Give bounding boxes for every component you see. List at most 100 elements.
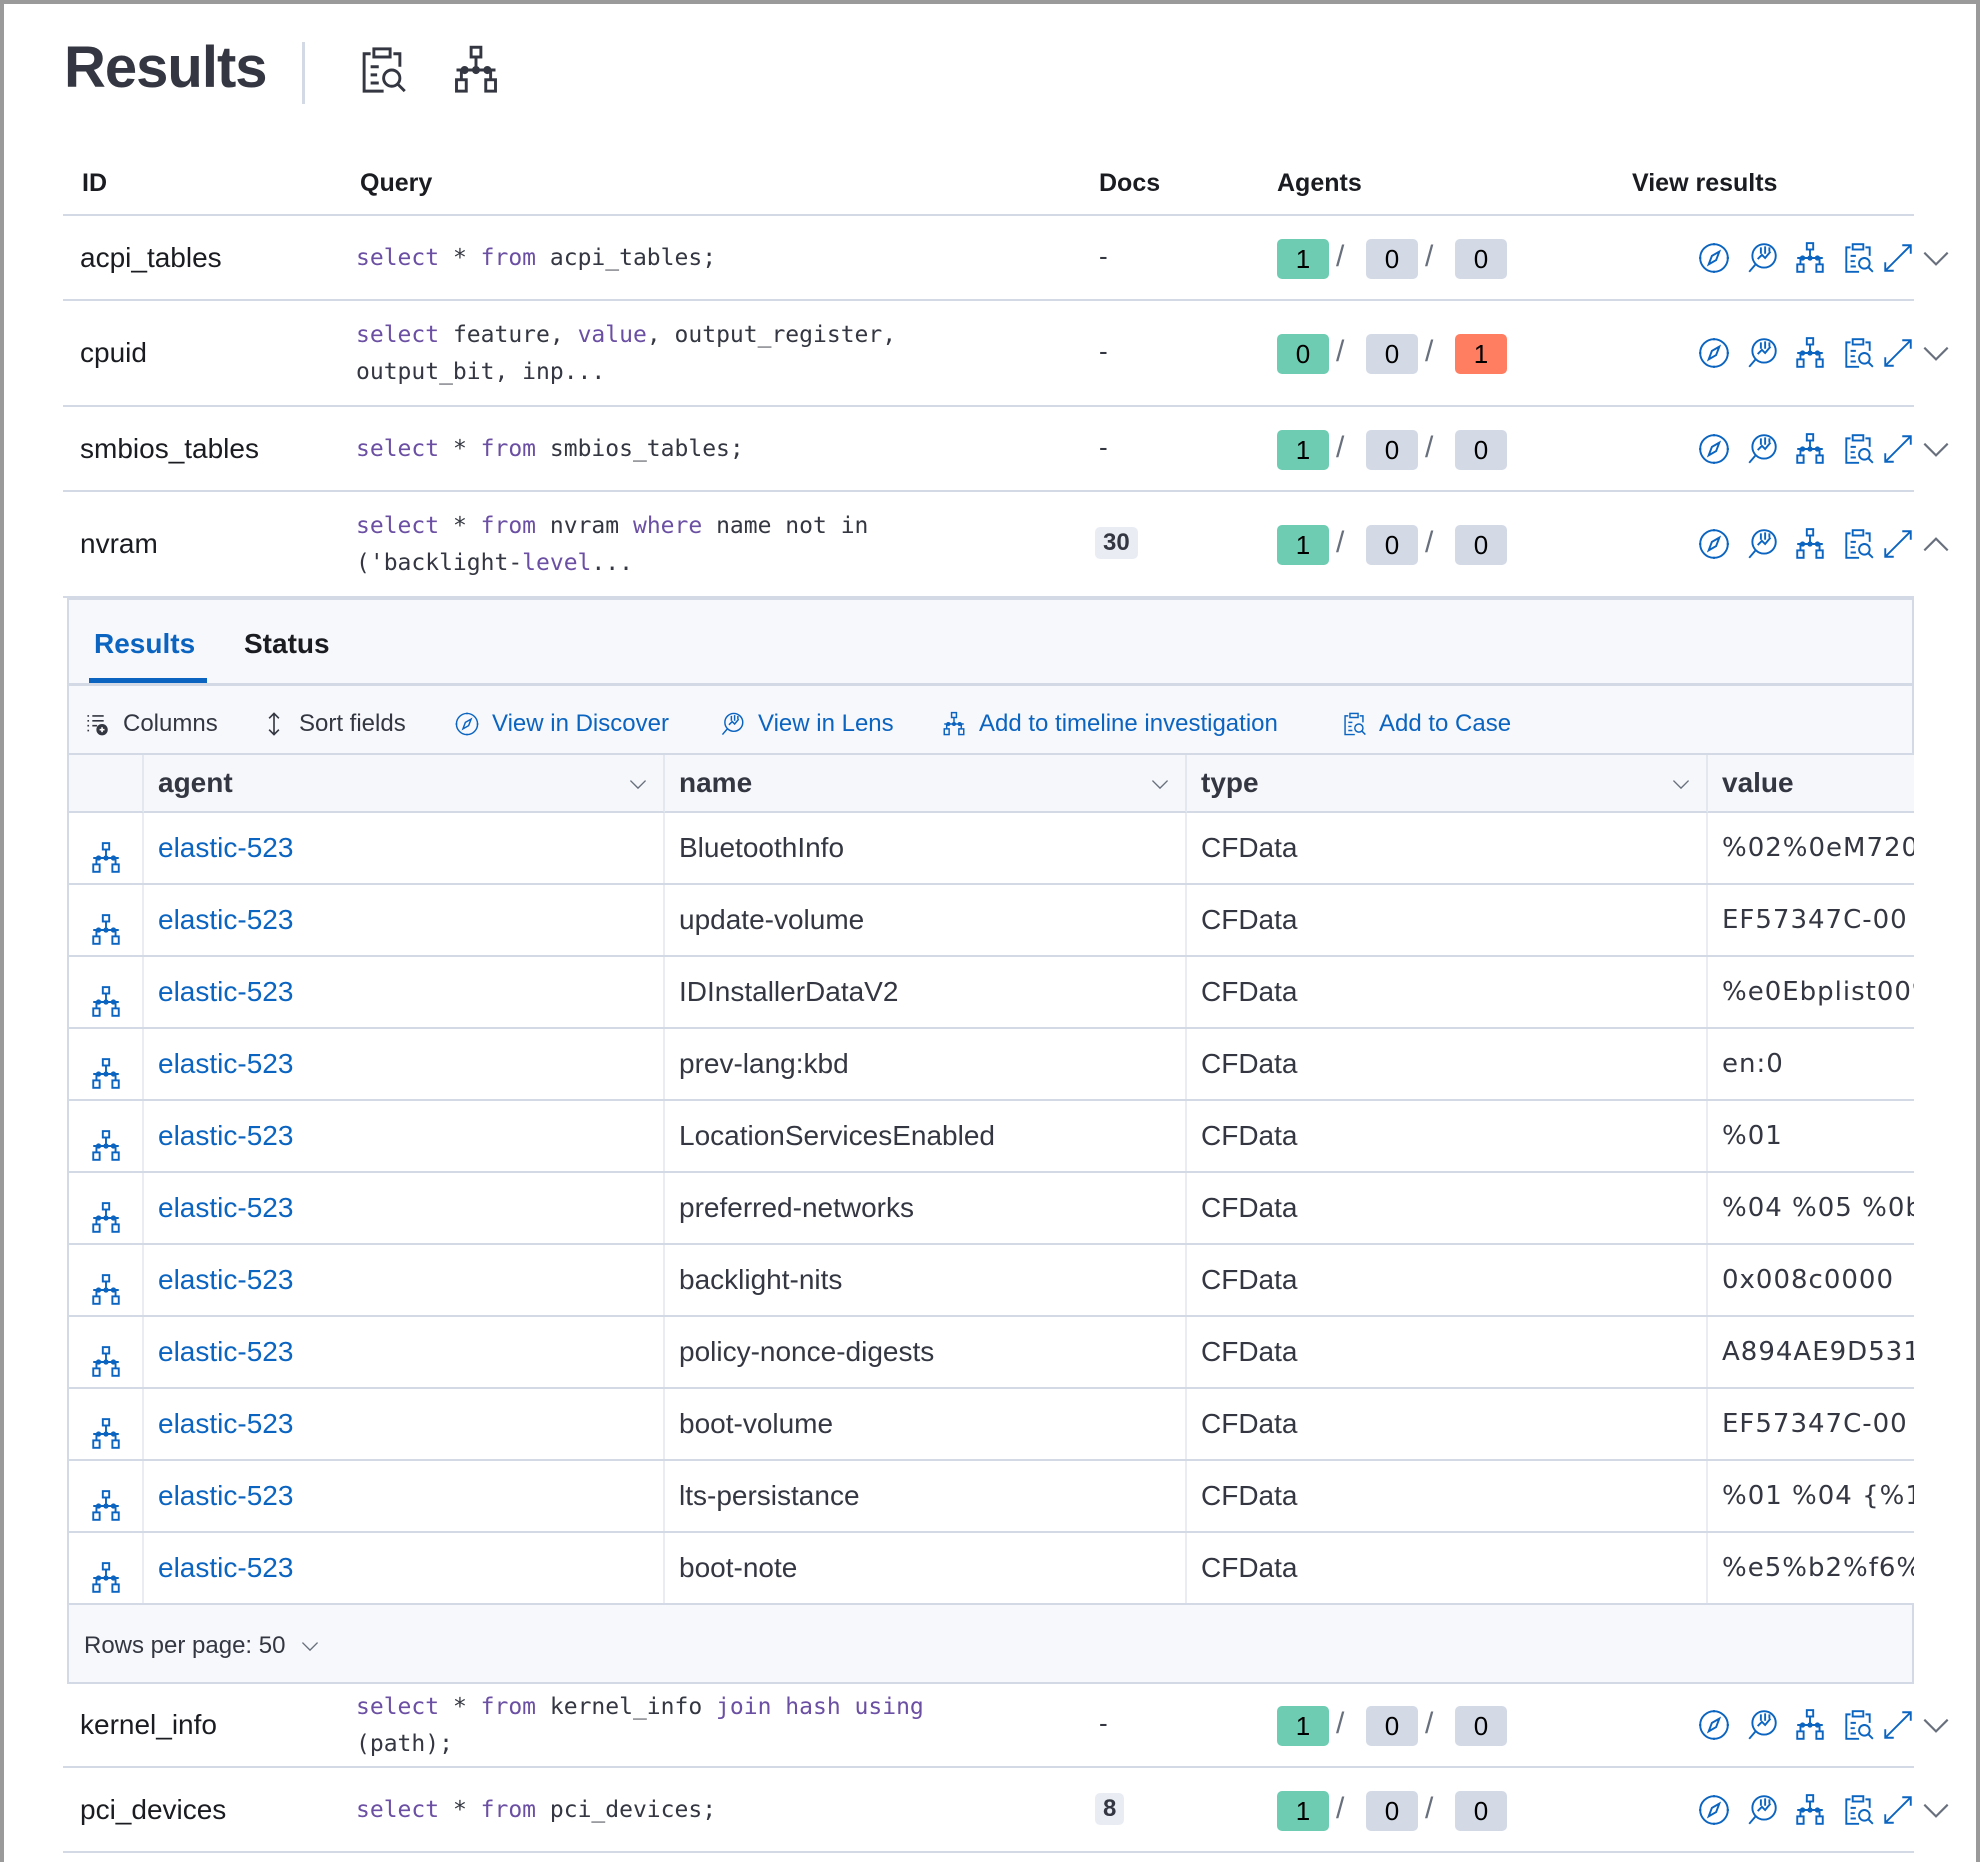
timeline-icon[interactable] [69, 813, 144, 883]
chevron-down-icon[interactable] [1919, 336, 1953, 372]
docs-count: 8 [1095, 1792, 1125, 1825]
grid-header-label: type [1201, 767, 1259, 798]
grid-cell-value: %01 [1722, 1121, 1783, 1151]
timeline-icon[interactable] [69, 1101, 144, 1171]
chevron-down-icon[interactable] [1670, 773, 1692, 795]
grid-cell-agent[interactable]: elastic-523 [144, 1317, 665, 1387]
lens-icon[interactable] [1746, 336, 1780, 372]
grid-cell-agent[interactable]: elastic-523 [144, 1101, 665, 1171]
timeline-icon[interactable] [69, 1461, 144, 1531]
timeline-icon[interactable] [1793, 1708, 1827, 1744]
separator: / [1336, 335, 1345, 368]
grid-cell-agent[interactable]: elastic-523 [144, 885, 665, 955]
grid-header-value[interactable]: value [1708, 755, 1914, 813]
expand-icon[interactable] [1881, 1793, 1915, 1829]
add-to-case-button[interactable]: Add to Case [1341, 710, 1511, 738]
grid-header-agent[interactable]: agent [144, 755, 665, 813]
query-text: select * from pci_devices; [356, 1797, 717, 1823]
timeline-icon[interactable] [69, 1317, 144, 1387]
timeline-icon[interactable] [69, 1533, 144, 1603]
expand-icon[interactable] [1881, 336, 1915, 372]
discover-icon[interactable] [1697, 336, 1731, 372]
agents-failed-badge: 0 [1455, 1706, 1507, 1746]
grid-row: elastic-523 prev-lang:kbd CFData en:0 [69, 1029, 1914, 1101]
grid-cell-agent[interactable]: elastic-523 [144, 1533, 665, 1603]
view-in-discover-button[interactable]: View in Discover [454, 710, 669, 738]
chevron-down-icon[interactable] [1919, 432, 1953, 468]
chevron-down-icon[interactable] [1149, 773, 1171, 795]
expand-icon[interactable] [1881, 1708, 1915, 1744]
chevron-down-icon[interactable] [1919, 1793, 1953, 1829]
timeline-icon[interactable] [69, 957, 144, 1027]
query-id: cpuid [80, 337, 147, 368]
chevron-down-icon[interactable] [627, 773, 649, 795]
lens-icon[interactable] [1746, 1793, 1780, 1829]
timeline-icon[interactable] [69, 1029, 144, 1099]
lens-icon[interactable] [1746, 1708, 1780, 1744]
grid-cell-agent[interactable]: elastic-523 [144, 1461, 665, 1531]
grid-cell-agent[interactable]: elastic-523 [144, 1173, 665, 1243]
case-icon[interactable] [1841, 336, 1875, 372]
column-header-view-results: View results [1632, 169, 1778, 197]
lens-icon[interactable] [1746, 432, 1780, 468]
docs-count: - [1099, 240, 1108, 271]
page-title: Results [64, 35, 268, 100]
case-icon[interactable] [356, 44, 408, 96]
columns-button[interactable]: Columns [85, 710, 218, 738]
timeline-icon[interactable] [69, 885, 144, 955]
grid-cell-agent[interactable]: elastic-523 [144, 957, 665, 1027]
timeline-icon[interactable] [1793, 336, 1827, 372]
grid-cell-agent[interactable]: elastic-523 [144, 813, 665, 883]
timeline-icon[interactable] [1793, 432, 1827, 468]
case-icon[interactable] [1841, 1708, 1875, 1744]
rows-per-page-button[interactable]: Rows per page: 50 [84, 1632, 321, 1660]
expand-icon[interactable] [1881, 241, 1915, 277]
case-icon[interactable] [1841, 1793, 1875, 1829]
timeline-icon[interactable] [1793, 241, 1827, 277]
tab-status[interactable]: Status [244, 628, 330, 659]
discover-icon[interactable] [1697, 432, 1731, 468]
discover-icon[interactable] [1697, 241, 1731, 277]
timeline-icon[interactable] [450, 44, 502, 96]
timeline-icon[interactable] [69, 1389, 144, 1459]
grid-cell-agent[interactable]: elastic-523 [144, 1029, 665, 1099]
timeline-icon[interactable] [69, 1173, 144, 1243]
expand-icon[interactable] [1881, 432, 1915, 468]
chevron-down-icon[interactable] [1919, 1708, 1953, 1744]
chevron-up-icon[interactable] [1919, 527, 1953, 563]
grid-header-type[interactable]: type [1187, 755, 1708, 813]
add-to-timeline-button[interactable]: Add to timeline investigation [941, 710, 1278, 738]
grid-header-name[interactable]: name [665, 755, 1187, 813]
query-text: select * from acpi_tables; [356, 245, 717, 271]
agents-failed-badge: 0 [1455, 238, 1507, 279]
grid-cell-type: CFData [1187, 1461, 1708, 1531]
query-text: select * from smbios_tables; [356, 436, 744, 462]
expand-icon[interactable] [1881, 527, 1915, 563]
lens-icon[interactable] [1746, 241, 1780, 277]
sort-fields-button[interactable]: Sort fields [261, 710, 406, 738]
timeline-icon[interactable] [1793, 1793, 1827, 1829]
timeline-icon[interactable] [69, 1245, 144, 1315]
tab-results[interactable]: Results [94, 628, 196, 659]
separator: / [1336, 239, 1345, 273]
grid-row: elastic-523 BluetoothInfo CFData %02%0eM720 [69, 813, 1914, 885]
separator: / [1425, 1791, 1434, 1825]
view-in-lens-button[interactable]: View in Lens [720, 710, 894, 738]
case-icon[interactable] [1841, 527, 1875, 563]
timeline-icon[interactable] [1793, 527, 1827, 563]
grid-cell-value: 0x008c0000 [1722, 1265, 1895, 1295]
grid-cell-value: en:0 [1722, 1049, 1784, 1079]
chevron-down-icon[interactable] [1919, 241, 1953, 277]
discover-icon[interactable] [1697, 527, 1731, 563]
agents-pending-badge: 0 [1366, 238, 1418, 279]
grid-cell-agent[interactable]: elastic-523 [144, 1389, 665, 1459]
case-icon[interactable] [1841, 432, 1875, 468]
lens-icon[interactable] [1746, 527, 1780, 563]
case-icon[interactable] [1841, 241, 1875, 277]
grid-cell-agent[interactable]: elastic-523 [144, 1245, 665, 1315]
discover-icon[interactable] [1697, 1708, 1731, 1744]
agents-pending-badge: 0 [1366, 1790, 1418, 1831]
grid-cell-value: A894AE9D531 [1722, 1337, 1914, 1367]
query-row: nvram select * from nvram where name not … [63, 492, 1949, 598]
discover-icon[interactable] [1697, 1793, 1731, 1829]
